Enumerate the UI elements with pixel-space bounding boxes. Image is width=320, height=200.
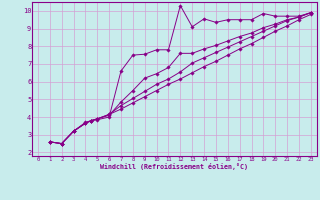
X-axis label: Windchill (Refroidissement éolien,°C): Windchill (Refroidissement éolien,°C) [100,163,248,170]
